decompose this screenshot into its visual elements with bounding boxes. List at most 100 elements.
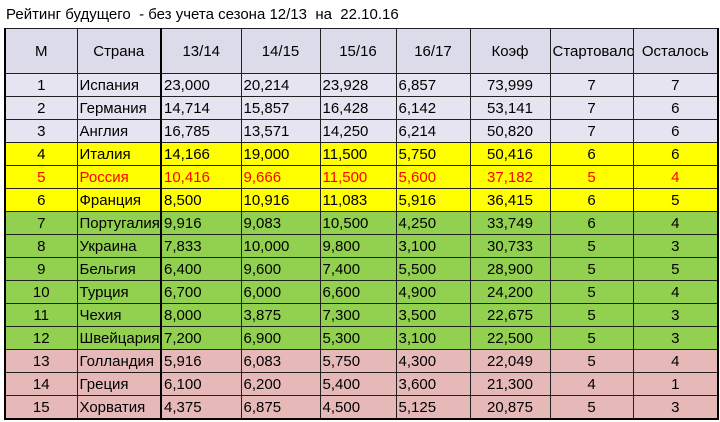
country-cell: Турция <box>76 280 162 304</box>
coefficient-cell: 37,182 <box>469 165 551 189</box>
season-15-16-cell: 4,500 <box>319 395 397 420</box>
remaining-cell: 5 <box>632 257 719 281</box>
season-15-16-cell: 5,400 <box>319 372 397 396</box>
table-row: 11 Чехия 8,000 3,875 7,300 3,500 22,675 5 3 <box>4 303 719 327</box>
season-13-14-cell: 8,500 <box>160 188 242 212</box>
season-13-14-cell: 16,785 <box>160 119 242 143</box>
season-16-17-cell: 5,500 <box>395 257 471 281</box>
position-cell: 11 <box>4 303 78 327</box>
column-header-season-15-16: 15/16 <box>319 28 397 74</box>
season-13-14-cell: 6,400 <box>160 257 242 281</box>
season-14-15-cell: 10,000 <box>240 234 321 258</box>
column-header-started: Стартовало <box>549 28 634 74</box>
season-13-14-cell: 6,700 <box>160 280 242 304</box>
position-cell: 1 <box>4 73 78 97</box>
position-cell: 12 <box>4 326 78 350</box>
table-row: 13 Голландия 5,916 6,083 5,750 4,300 22,049 5 4 <box>4 349 719 373</box>
table-row: 12 Швейцария 7,200 6,900 5,300 3,100 22,500 5 3 <box>4 326 719 350</box>
rating-table: М Страна 13/14 14/15 15/16 16/17 Коэф Ст… <box>4 28 719 420</box>
position-cell: 9 <box>4 257 78 281</box>
column-header-remaining: Осталось <box>632 28 719 74</box>
position-cell: 15 <box>4 395 78 420</box>
coefficient-cell: 50,416 <box>469 142 551 166</box>
coefficient-cell: 22,675 <box>469 303 551 327</box>
season-13-14-cell: 10,416 <box>160 165 242 189</box>
season-16-17-cell: 6,857 <box>395 73 471 97</box>
position-cell: 6 <box>4 188 78 212</box>
season-13-14-cell: 23,000 <box>160 73 242 97</box>
coefficient-cell: 33,749 <box>469 211 551 235</box>
table-row: 8 Украина 7,833 10,000 9,800 3,100 30,733 5 3 <box>4 234 719 258</box>
remaining-cell: 1 <box>632 372 719 396</box>
remaining-cell: 6 <box>632 142 719 166</box>
season-16-17-cell: 5,125 <box>395 395 471 420</box>
started-cell: 5 <box>549 234 634 258</box>
remaining-cell: 4 <box>632 349 719 373</box>
remaining-cell: 7 <box>632 73 719 97</box>
season-15-16-cell: 11,083 <box>319 188 397 212</box>
season-16-17-cell: 3,500 <box>395 303 471 327</box>
position-cell: 10 <box>4 280 78 304</box>
coefficient-cell: 36,415 <box>469 188 551 212</box>
country-cell: Германия <box>76 96 162 120</box>
coefficient-cell: 30,733 <box>469 234 551 258</box>
season-16-17-cell: 4,300 <box>395 349 471 373</box>
season-14-15-cell: 20,214 <box>240 73 321 97</box>
header-row: М Страна 13/14 14/15 15/16 16/17 Коэф Ст… <box>4 28 719 74</box>
season-15-16-cell: 5,750 <box>319 349 397 373</box>
table-row: 4 Италия 14,166 19,000 11,500 5,750 50,416 6 6 <box>4 142 719 166</box>
season-15-16-cell: 11,500 <box>319 142 397 166</box>
position-cell: 3 <box>4 119 78 143</box>
season-15-16-cell: 9,800 <box>319 234 397 258</box>
position-cell: 8 <box>4 234 78 258</box>
season-13-14-cell: 7,833 <box>160 234 242 258</box>
table-row: 1 Испания 23,000 20,214 23,928 6,857 73,999 7 7 <box>4 73 719 97</box>
remaining-cell: 4 <box>632 280 719 304</box>
country-cell: Испания <box>76 73 162 97</box>
season-16-17-cell: 3,100 <box>395 326 471 350</box>
season-14-15-cell: 15,857 <box>240 96 321 120</box>
column-header-season-13-14: 13/14 <box>160 28 242 74</box>
season-15-16-cell: 7,300 <box>319 303 397 327</box>
season-14-15-cell: 9,600 <box>240 257 321 281</box>
country-cell: Франция <box>76 188 162 212</box>
table-row: 15 Хорватия 4,375 6,875 4,500 5,125 20,875 5 3 <box>4 395 719 420</box>
coefficient-cell: 73,999 <box>469 73 551 97</box>
started-cell: 6 <box>549 142 634 166</box>
table-row: 9 Бельгия 6,400 9,600 7,400 5,500 28,900 5 5 <box>4 257 719 281</box>
position-cell: 14 <box>4 372 78 396</box>
season-16-17-cell: 5,600 <box>395 165 471 189</box>
season-15-16-cell: 10,500 <box>319 211 397 235</box>
season-16-17-cell: 6,214 <box>395 119 471 143</box>
coefficient-cell: 22,049 <box>469 349 551 373</box>
season-14-15-cell: 19,000 <box>240 142 321 166</box>
season-14-15-cell: 6,900 <box>240 326 321 350</box>
column-header-season-14-15: 14/15 <box>240 28 321 74</box>
coefficient-cell: 24,200 <box>469 280 551 304</box>
season-15-16-cell: 7,400 <box>319 257 397 281</box>
position-cell: 4 <box>4 142 78 166</box>
season-16-17-cell: 4,250 <box>395 211 471 235</box>
position-cell: 2 <box>4 96 78 120</box>
season-16-17-cell: 4,900 <box>395 280 471 304</box>
coefficient-cell: 50,820 <box>469 119 551 143</box>
country-cell: Португалия <box>76 211 162 235</box>
country-cell: Швейцария <box>76 326 162 350</box>
season-15-16-cell: 14,250 <box>319 119 397 143</box>
remaining-cell: 3 <box>632 303 719 327</box>
coefficient-cell: 21,300 <box>469 372 551 396</box>
country-cell: Чехия <box>76 303 162 327</box>
table-row: 6 Франция 8,500 10,916 11,083 5,916 36,415 6 5 <box>4 188 719 212</box>
column-header-coefficient: Коэф <box>469 28 551 74</box>
table-row: 10 Турция 6,700 6,000 6,600 4,900 24,200 5 4 <box>4 280 719 304</box>
season-16-17-cell: 3,600 <box>395 372 471 396</box>
column-header-season-16-17: 16/17 <box>395 28 471 74</box>
season-16-17-cell: 6,142 <box>395 96 471 120</box>
season-14-15-cell: 13,571 <box>240 119 321 143</box>
table-title: Рейтинг будущего - без учета сезона 12/1… <box>6 6 399 23</box>
country-cell: Италия <box>76 142 162 166</box>
season-13-14-cell: 8,000 <box>160 303 242 327</box>
position-cell: 13 <box>4 349 78 373</box>
table-row: 2 Германия 14,714 15,857 16,428 6,142 53,141 7 6 <box>4 96 719 120</box>
remaining-cell: 3 <box>632 395 719 420</box>
